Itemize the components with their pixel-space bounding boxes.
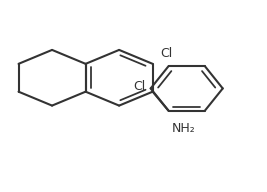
Text: Cl: Cl xyxy=(160,47,172,60)
Text: Cl: Cl xyxy=(133,80,145,93)
Text: NH₂: NH₂ xyxy=(171,122,195,135)
